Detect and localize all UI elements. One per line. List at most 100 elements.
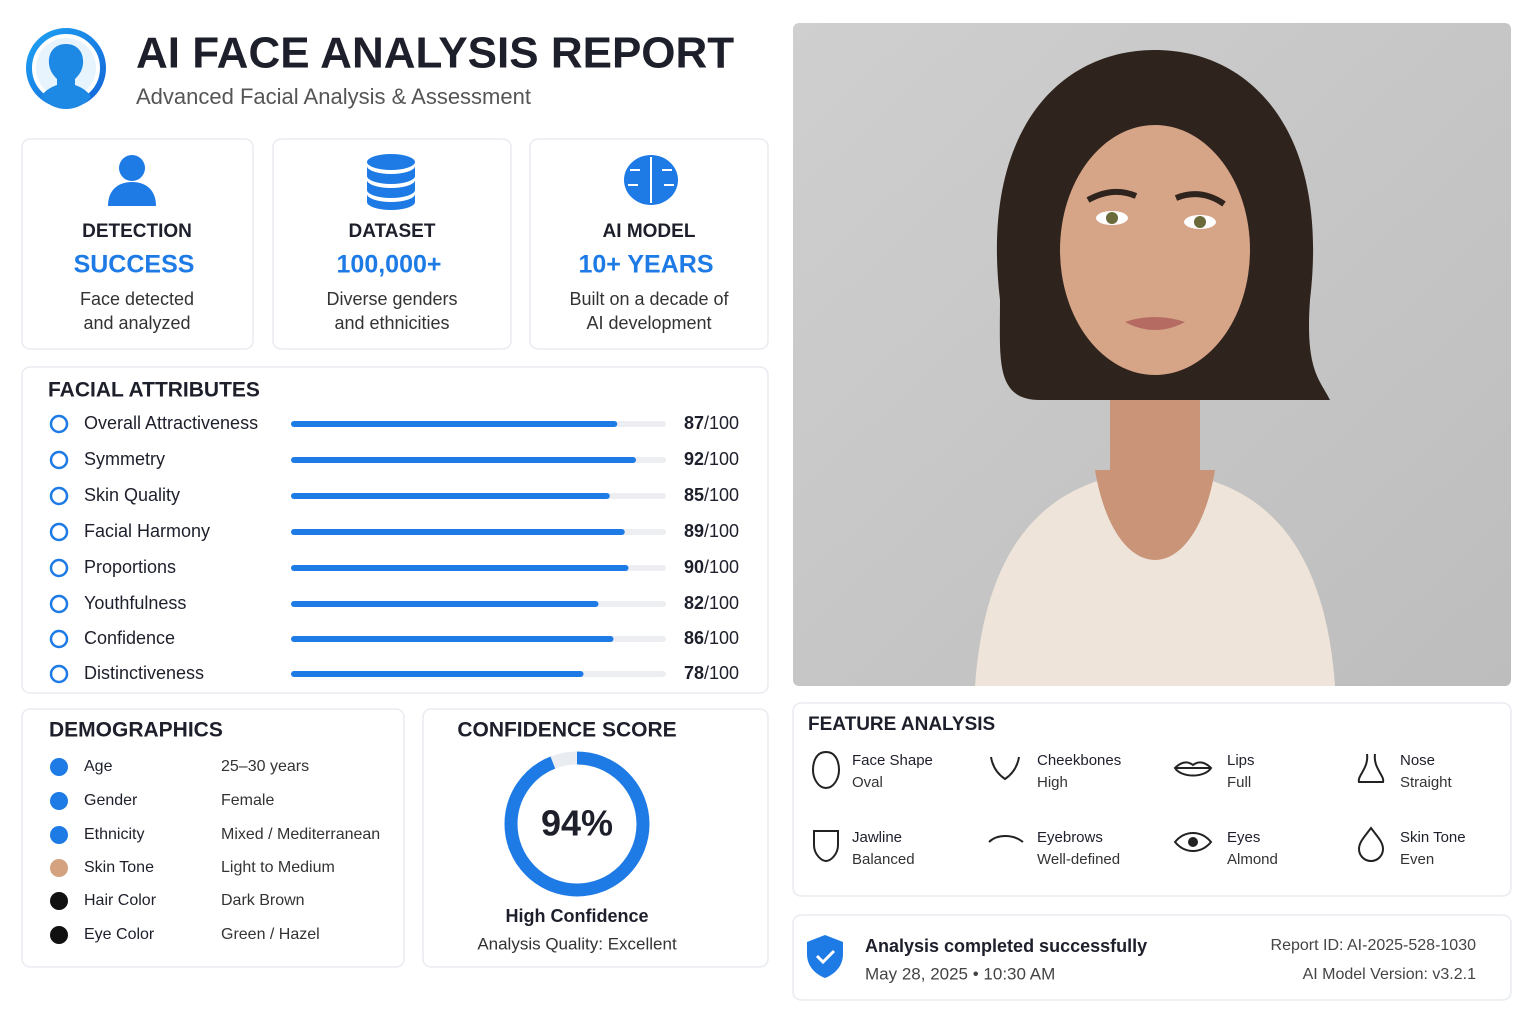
score-suffix: /100 — [704, 485, 739, 505]
attribute-label: Youthfulness — [84, 593, 186, 613]
card-label: DETECTION — [82, 221, 192, 242]
feature-result: Straight — [1400, 774, 1453, 791]
feature-result: Oval — [852, 774, 883, 791]
card-value: 10+ YEARS — [578, 251, 713, 279]
feature-icon — [813, 830, 839, 863]
attribute-icon — [49, 594, 69, 614]
card — [21, 138, 254, 350]
demographic-value: 25–30 years — [221, 758, 309, 775]
demographic-label: Gender — [84, 792, 138, 809]
feature-name: Nose — [1400, 752, 1435, 769]
feature-name: Eyes — [1227, 829, 1260, 846]
score-suffix: /100 — [704, 593, 739, 613]
status-check — [815, 949, 836, 965]
score: 86/100 — [684, 628, 739, 648]
attribute-label: Facial Harmony — [84, 521, 210, 541]
demographic-icon — [50, 792, 68, 810]
demographic-icon — [50, 926, 68, 944]
bar — [291, 421, 618, 427]
score-value: 87 — [684, 413, 704, 433]
card-description: Face detected — [80, 289, 194, 309]
logo — [26, 28, 106, 110]
feature-name: Lips — [1227, 752, 1255, 769]
feature-result: Well-defined — [1037, 851, 1120, 868]
bar — [291, 529, 625, 535]
feature-name: Cheekbones — [1037, 752, 1121, 769]
attribute-icon — [49, 522, 69, 542]
card-description: Diverse genders — [326, 289, 457, 309]
portrait-photo — [793, 23, 1511, 686]
feature-name: Face Shape — [852, 752, 933, 769]
attribute-icon — [49, 414, 69, 434]
feature-name: Skin Tone — [1400, 829, 1466, 846]
feature-icon — [1173, 761, 1213, 777]
score-value: 85 — [684, 485, 704, 505]
bar — [291, 457, 636, 463]
confidence-panel — [422, 708, 769, 968]
subtitle: Advanced Facial Analysis & Assessment — [136, 84, 531, 109]
card-description: and analyzed — [83, 313, 190, 333]
attribute-icon — [49, 664, 69, 684]
score: 90/100 — [684, 557, 739, 577]
score-value: 82 — [684, 593, 704, 613]
score: 78/100 — [684, 663, 739, 683]
demographic-icon — [50, 859, 68, 877]
section-title: FEATURE ANALYSIS — [808, 714, 995, 735]
demographic-value: Female — [221, 792, 274, 809]
card-value: SUCCESS — [74, 251, 195, 279]
feature-result: Even — [1400, 851, 1434, 868]
feature-icon — [1357, 753, 1385, 783]
attribute-icon — [49, 629, 69, 649]
section-title: DEMOGRAPHICS — [49, 719, 223, 742]
card-description: and ethnicities — [334, 313, 449, 333]
card-icon — [108, 155, 156, 206]
confidence-level: High Confidence — [506, 906, 649, 926]
footer-panel — [792, 914, 1512, 1001]
demographic-icon — [50, 758, 68, 776]
score: 89/100 — [684, 521, 739, 541]
score-suffix: /100 — [704, 449, 739, 469]
demographic-value: Green / Hazel — [221, 926, 320, 943]
feature-icon — [1173, 832, 1213, 852]
card-label: DATASET — [349, 221, 436, 242]
feature-name: Jawline — [852, 829, 902, 846]
demographic-icon — [50, 892, 68, 910]
score-value: 78 — [684, 663, 704, 683]
feature-result: Almond — [1227, 851, 1278, 868]
status: Analysis completed successfully — [865, 936, 1147, 956]
score-suffix: /100 — [704, 557, 739, 577]
score-value: 89 — [684, 521, 704, 541]
demographic-icon — [50, 826, 68, 844]
features-panel — [792, 702, 1512, 897]
attribute-label: Distinctiveness — [84, 663, 204, 683]
demographic-value: Light to Medium — [221, 859, 335, 876]
score: 85/100 — [684, 485, 739, 505]
feature-icon — [1188, 837, 1198, 847]
score: 92/100 — [684, 449, 739, 469]
bar — [291, 601, 599, 607]
demographic-label: Skin Tone — [84, 859, 154, 876]
attribute-icon — [49, 450, 69, 470]
feature-result: Full — [1227, 774, 1251, 791]
score: 82/100 — [684, 593, 739, 613]
feature-result: Balanced — [852, 851, 915, 868]
demographic-label: Hair Color — [84, 892, 157, 909]
score-value: 92 — [684, 449, 704, 469]
feature-icon — [988, 835, 1024, 843]
bar — [291, 671, 584, 677]
card-description: Built on a decade of — [569, 289, 729, 309]
demographic-label: Eye Color — [84, 926, 155, 943]
demographic-value: Mixed / Mediterranean — [221, 826, 380, 843]
bar — [291, 565, 629, 571]
bar — [291, 493, 610, 499]
demographic-label: Age — [84, 758, 113, 775]
status-icon — [807, 935, 843, 978]
demographic-label: Ethnicity — [84, 826, 144, 843]
bar — [291, 636, 614, 642]
score: 87/100 — [684, 413, 739, 433]
demographics-panel — [21, 708, 405, 968]
card-icon — [624, 155, 678, 205]
title: AI FACE ANALYSIS REPORT — [136, 29, 734, 78]
